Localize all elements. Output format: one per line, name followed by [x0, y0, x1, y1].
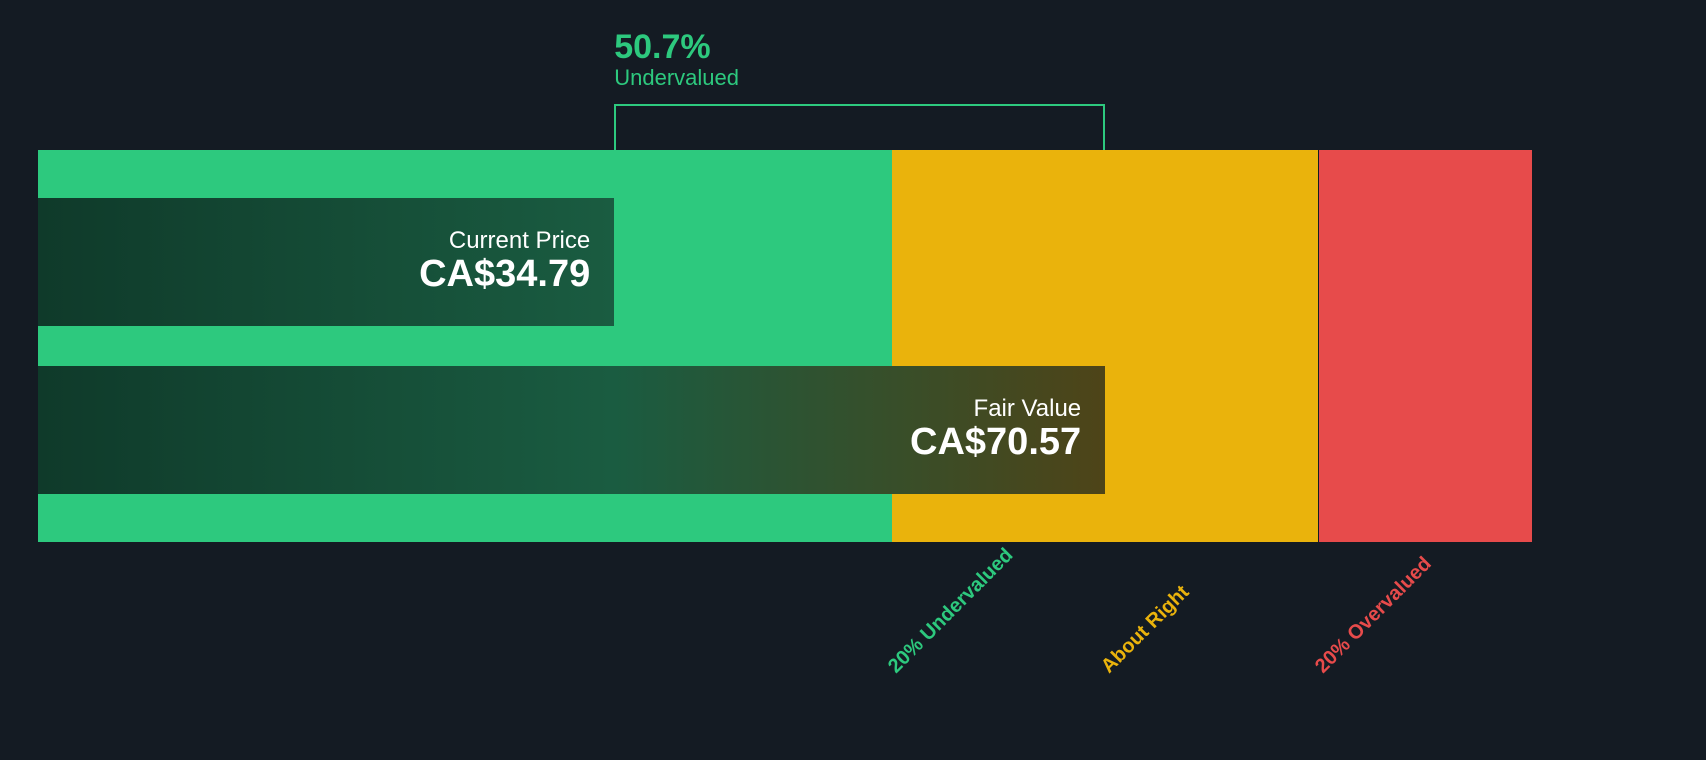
zone-label-about-right: About Right: [1097, 581, 1194, 678]
current-price-bar: Current Price CA$34.79: [38, 198, 614, 326]
callout-subtext: Undervalued: [614, 66, 739, 90]
band-overvalued: [1319, 150, 1532, 542]
callout-percent: 50.7%: [614, 30, 739, 66]
zone-label-undervalued: 20% Undervalued: [884, 544, 1018, 678]
fair-value-label: Fair Value: [974, 396, 1082, 422]
chart-area: Current Price CA$34.79 Fair Value CA$70.…: [38, 150, 1532, 542]
fair-value-value: CA$70.57: [910, 422, 1081, 464]
valuation-bracket: [614, 104, 1105, 150]
zone-label-overvalued: 20% Overvalued: [1311, 553, 1437, 679]
current-price-label: Current Price: [449, 228, 590, 254]
current-price-value: CA$34.79: [419, 254, 590, 296]
valuation-callout: 50.7% Undervalued: [614, 30, 739, 90]
fair-value-bar: Fair Value CA$70.57: [38, 366, 1105, 494]
valuation-chart: Current Price CA$34.79 Fair Value CA$70.…: [0, 0, 1706, 760]
